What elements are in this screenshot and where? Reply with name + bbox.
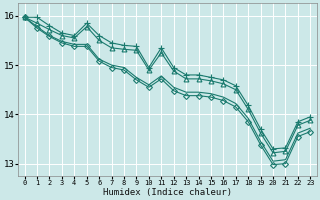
- X-axis label: Humidex (Indice chaleur): Humidex (Indice chaleur): [103, 188, 232, 197]
